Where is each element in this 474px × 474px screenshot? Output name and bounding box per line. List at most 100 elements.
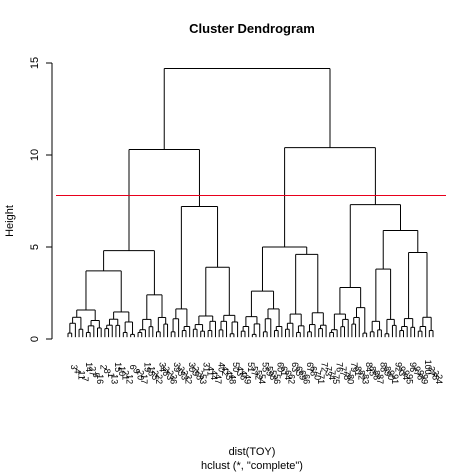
leaf-label: 89 (382, 366, 392, 376)
leaf-label: 18 (146, 366, 156, 376)
leaf-label: 26 (161, 366, 171, 376)
leaf-label: 72 (320, 362, 330, 372)
leaf-label: 2 (98, 365, 108, 370)
leaf-label: 93 (397, 366, 407, 376)
leaf-label: 1 (106, 373, 116, 378)
leaf-label: 60 (275, 362, 285, 372)
leaf-label: 59 (264, 366, 274, 376)
leaf-label: 4 (73, 369, 83, 374)
leaf-label: 48 (228, 374, 238, 384)
leaf-label: 73 (323, 366, 333, 376)
leaf-label: 64 (283, 370, 293, 380)
leaf-label: 100 (423, 360, 433, 375)
leaf-label: 82 (357, 370, 367, 380)
x-axis-label: dist(TOY) (229, 446, 276, 458)
leaf-label: 9 (132, 369, 142, 374)
leaf-label: 22 (154, 374, 164, 384)
leaf-label: 78 (342, 370, 352, 380)
leaf-label: 41 (205, 366, 215, 376)
leaf-label: 63 (290, 362, 300, 372)
leaf-label: 25 (150, 370, 160, 380)
leaf-label: 35 (176, 366, 186, 376)
leaf-label: 3 (69, 365, 79, 370)
leaf-label: 98 (416, 370, 426, 380)
leaf-label: 44 (209, 370, 219, 380)
leaf-label: 65 (294, 366, 304, 376)
leaf-label: 62 (287, 374, 297, 384)
leaf-label: 56 (272, 374, 282, 384)
leaf-label: 80 (346, 374, 356, 384)
leaf-label: 58 (268, 370, 278, 380)
leaf-label: 71 (316, 374, 326, 384)
y-axis: 0 5 10 15 Height (4, 57, 53, 342)
leaf-label: 17 (139, 374, 149, 384)
leaf-label: 10 (117, 366, 127, 376)
y-tick-label: 10 (29, 149, 41, 161)
leaf-label: 96 (408, 362, 418, 372)
chart-title: Cluster Dendrogram (189, 21, 315, 36)
leaf-label: 46 (239, 370, 249, 380)
leaf-label: 54 (257, 374, 267, 384)
leaf-label: 28 (194, 370, 204, 380)
leaf-label: 21 (121, 370, 131, 380)
leaf-label: 5 (91, 373, 101, 378)
dendrogram-tree (67, 68, 434, 338)
leaf-label: 38 (430, 370, 440, 380)
leaf-label: 36 (169, 374, 179, 384)
leaf-label: 70 (312, 370, 322, 380)
leaf-label: 55 (261, 362, 271, 372)
leaf-label: 20 (135, 370, 145, 380)
leaf-label: 13 (110, 374, 120, 384)
leaf-label: 97 (412, 366, 422, 376)
leaf-label: 83 (360, 374, 370, 384)
leaf-label: 91 (390, 374, 400, 384)
leaf-label: 87 (375, 374, 385, 384)
leaf-label: 85 (368, 366, 378, 376)
y-tick-label: 0 (29, 336, 41, 342)
leaf-label: 33 (180, 370, 190, 380)
leaf-label: 68 (309, 366, 319, 376)
y-tick-label: 15 (29, 57, 41, 69)
leaf-label: 79 (349, 362, 359, 372)
leaf-label: 19 (143, 362, 153, 372)
leaf-labels: 3411714275162811315102112692017191825223… (69, 360, 444, 385)
leaf-label: 90 (386, 370, 396, 380)
leaf-label: 6 (128, 365, 138, 370)
leaf-label: 8 (102, 369, 112, 374)
y-axis-label: Height (4, 205, 16, 237)
leaf-label: 66 (301, 374, 311, 384)
leaf-label: 45 (224, 370, 234, 380)
leaf-label: 29 (191, 366, 201, 376)
leaf-label: 84 (364, 362, 374, 372)
leaf-label: 57 (250, 366, 260, 376)
leaf-label: 39 (172, 362, 182, 372)
leaf-label: 88 (379, 362, 389, 372)
leaf-label: 99 (419, 374, 429, 384)
leaf-label: 86 (371, 370, 381, 380)
leaf-label: 23 (165, 370, 175, 380)
leaf-label: 69 (298, 370, 308, 380)
leaf-label: 43 (235, 366, 245, 376)
leaf-label: 53 (198, 374, 208, 384)
leaf-label: 94 (401, 370, 411, 380)
leaf-label: 32 (183, 374, 193, 384)
leaf-label: 76 (334, 362, 344, 372)
leaf-label: 7 (80, 377, 90, 382)
leaf-label: 77 (338, 366, 348, 376)
leaf-label: 49 (242, 374, 252, 384)
leaf-label: 81 (353, 366, 363, 376)
leaf-label: 27 (87, 366, 97, 376)
leaf-label: 67 (305, 362, 315, 372)
leaf-label: 37 (427, 366, 437, 376)
leaf-label: 52 (253, 370, 263, 380)
leaf-label: 47 (213, 374, 223, 384)
leaf-label: 40 (216, 362, 226, 372)
leaf-label: 74 (327, 370, 337, 380)
leaf-label: 30 (187, 362, 197, 372)
leaf-label: 16 (95, 374, 105, 384)
leaf-label: 31 (202, 362, 212, 372)
leaf-label: 61 (279, 366, 289, 376)
leaf-label: 24 (434, 374, 444, 384)
leaf-label: 92 (393, 362, 403, 372)
